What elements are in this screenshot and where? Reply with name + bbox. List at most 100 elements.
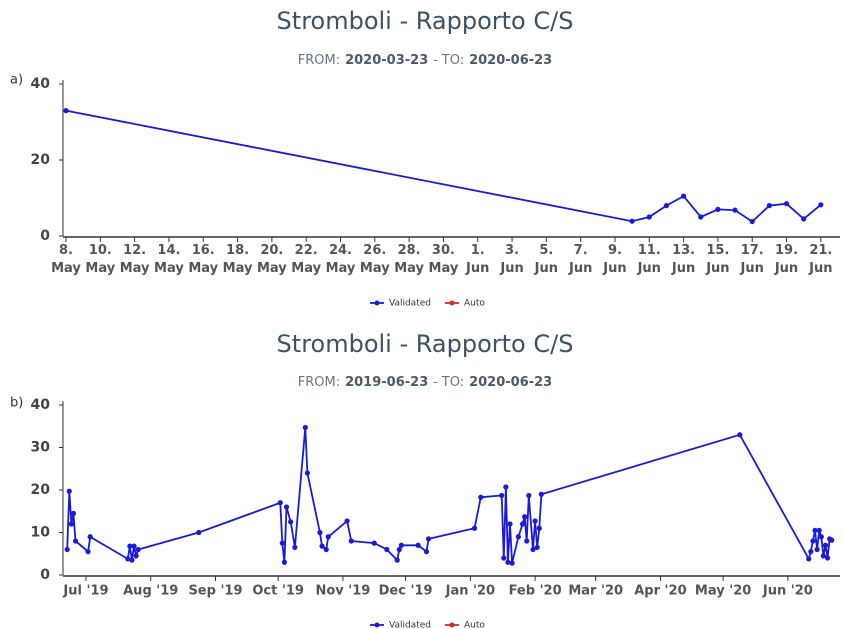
chart-title: Stromboli - Rapporto C/S [277,330,574,358]
x-tick-label: May '20 [695,584,751,599]
data-point [87,534,93,540]
x-tick-label: Jan '20 [445,584,495,599]
data-point [681,193,687,199]
data-point [829,537,835,543]
chart-subtitle: FROM: 2019-06-23- TO: 2020-06-23 [298,375,552,390]
x-tick-label: 24. May [326,243,356,276]
data-point [526,492,532,499]
legend-item[interactable]: Validated [370,299,431,309]
data-point [70,510,77,516]
y-tick-label: 0 [40,228,50,244]
x-tick-label: 20. May [257,243,287,276]
data-point [72,538,79,544]
data-point [371,540,377,546]
x-tick-label: Mar '20 [568,584,623,599]
data-point [501,555,507,561]
legend-marker [449,622,455,628]
x-tick-label: 3. Jun [499,243,523,276]
data-point [646,214,652,220]
data-point [292,544,298,550]
legend-item[interactable]: Auto [444,299,485,309]
data-point [131,543,137,549]
series-line [66,427,833,564]
data-point [663,203,670,209]
data-point [808,549,814,555]
data-point [532,518,538,524]
data-point [732,207,738,213]
data-point [277,500,283,506]
data-point [125,556,131,562]
y-tick-label: 30 [31,440,51,456]
data-point [396,546,402,553]
x-tick-label: 16. May [188,243,218,276]
y-tick-label: 20 [31,152,51,168]
chart-title: Stromboli - Rapporto C/S [277,7,574,35]
y-tick-label: 0 [40,567,50,583]
legend-item[interactable]: Auto [444,621,485,629]
subtitle-from-label: FROM: [298,375,340,390]
data-point [503,484,509,490]
x-tick-label: Apr '20 [634,584,686,599]
data-point [509,560,515,566]
x-tick-label: Sep '19 [188,584,242,599]
data-point [85,549,91,555]
data-point [317,529,323,536]
data-point [715,206,721,212]
data-point [534,544,540,550]
data-point [507,521,513,527]
data-point [801,216,807,222]
data-point [629,218,635,224]
x-tick-label: 26. May [360,243,390,276]
chart-subtitle: FROM: 2020-03-23- TO: 2020-06-23 [298,53,552,68]
data-point [810,538,816,544]
data-point [806,556,812,562]
data-point [515,534,521,540]
data-point [384,546,390,553]
subtitle-to: 2020-06-23 [469,53,552,68]
x-tick-label: 1. Jun [465,243,489,276]
data-point [522,514,528,520]
x-tick-label: 9. Jun [602,243,626,276]
data-point [425,536,432,542]
legend-label: Validated [389,299,431,309]
subtitle-from: 2019-06-23 [345,375,428,390]
legend-marker [374,622,380,628]
x-tick-label: Aug '19 [123,584,178,599]
x-tick-label: 7. Jun [568,243,592,276]
data-point [766,203,772,209]
y-tick-label: 40 [31,76,51,92]
subtitle-from: 2020-03-23 [345,53,428,68]
data-point [344,518,350,524]
data-point [304,470,311,476]
subtitle-to-label: TO: [441,53,464,68]
data-point [323,546,329,553]
data-point [505,559,511,565]
panel-label: b) [10,396,23,411]
x-tick-label: 15. Jun [705,243,729,276]
data-point [824,555,831,561]
subtitle-from-label: FROM: [298,53,340,68]
x-tick-label: Jul '19 [62,584,108,599]
data-point [279,540,285,546]
legend-item[interactable]: Validated [370,621,431,629]
data-point [68,521,74,527]
subtitle-to-label: TO: [441,375,464,390]
data-point [783,201,790,207]
data-point [283,504,290,510]
x-tick-label: 11. Jun [637,243,661,276]
data-point [538,491,544,497]
data-point [816,527,822,533]
data-point [415,542,421,548]
subtitle-sep: - [433,375,438,390]
x-tick-label: 30. May [429,243,459,276]
data-point [822,542,829,548]
data-point [519,521,526,527]
series-line [65,109,822,223]
data-point [135,546,141,553]
data-point [325,534,331,540]
data-point [737,432,743,438]
data-point [499,492,505,499]
subtitle-sep: - [433,53,438,68]
data-point [127,543,133,549]
